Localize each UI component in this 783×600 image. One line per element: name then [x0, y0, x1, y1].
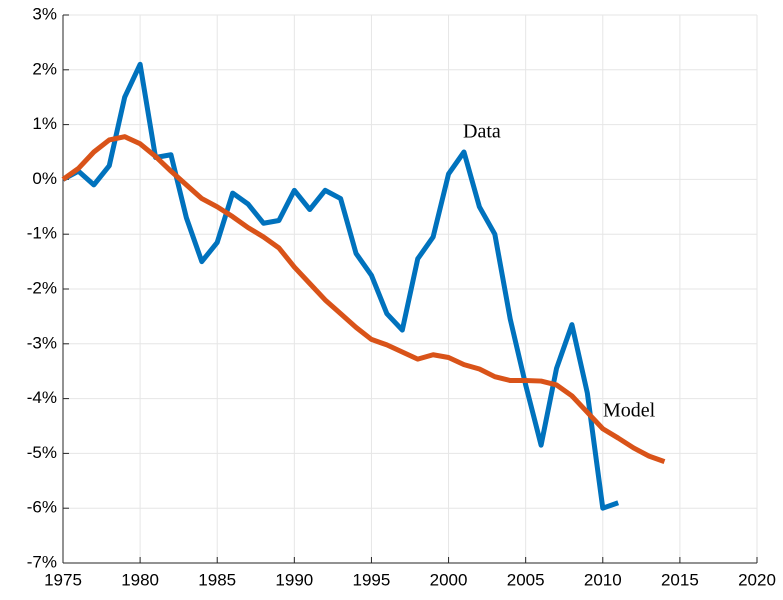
- x-tick-label: 2000: [430, 570, 468, 589]
- y-tick-label: 1%: [32, 114, 57, 133]
- y-tick-label: 0%: [32, 169, 57, 188]
- y-tick-label: -2%: [27, 278, 57, 297]
- x-tick-label: 2020: [738, 570, 776, 589]
- series-line: [61, 61, 620, 511]
- y-tick-label: -5%: [27, 443, 57, 462]
- x-tick-label: 2010: [584, 570, 622, 589]
- y-tick-label: -4%: [27, 388, 57, 407]
- y-tick-label: -6%: [27, 498, 57, 517]
- y-tick-label: 3%: [32, 4, 57, 23]
- x-tick-label: 1985: [198, 570, 236, 589]
- series-label: Data: [463, 121, 501, 143]
- x-tick-label: 1990: [275, 570, 313, 589]
- x-tick-label: 2015: [661, 570, 699, 589]
- series-line: [61, 134, 666, 464]
- y-tick-label: 2%: [32, 59, 57, 78]
- x-tick-label: 1995: [353, 570, 391, 589]
- x-tick-label: 1975: [44, 570, 82, 589]
- x-tick-label: 2005: [507, 570, 545, 589]
- series-label: Model: [603, 400, 656, 422]
- y-tick-label: -7%: [27, 552, 57, 571]
- y-tick-label: -1%: [27, 224, 57, 243]
- x-tick-label: 1980: [121, 570, 159, 589]
- y-tick-label: -3%: [27, 333, 57, 352]
